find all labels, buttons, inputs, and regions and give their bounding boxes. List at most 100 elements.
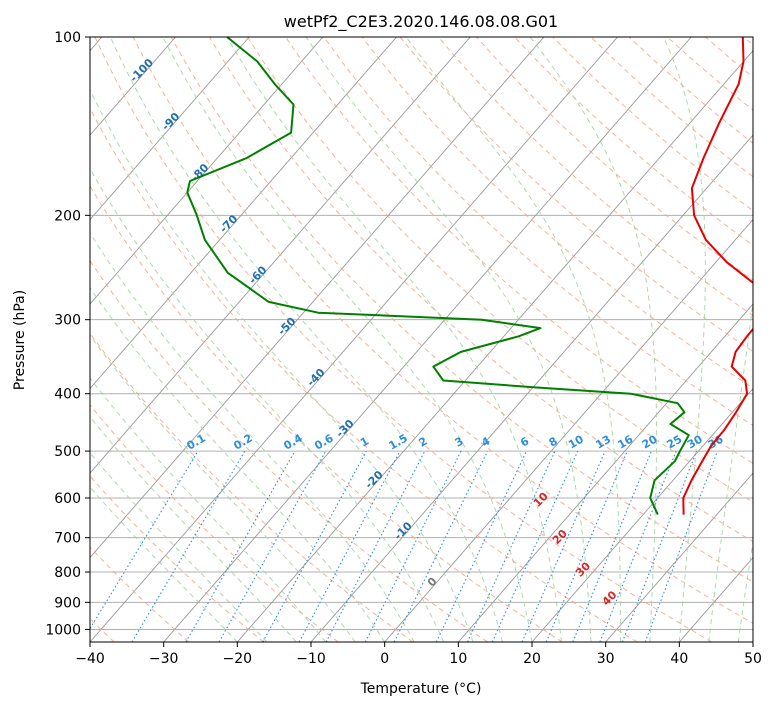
mixing-ratio-label: 6 bbox=[518, 434, 531, 449]
mixing-ratio-label: 3 bbox=[453, 435, 466, 450]
isotherm-label: -50 bbox=[275, 314, 298, 337]
y-tick-label: 900 bbox=[54, 595, 81, 611]
x-tick-label: 40 bbox=[670, 651, 688, 667]
moist-adiabat-line bbox=[663, 37, 706, 642]
moist-adiabat-line bbox=[90, 452, 268, 642]
dry-adiabat-line bbox=[90, 332, 414, 642]
x-tick-label: 50 bbox=[744, 651, 762, 667]
isotherm-line bbox=[310, 134, 753, 642]
dry-adiabat-line bbox=[94, 37, 712, 642]
moist-adiabat-label: 40 bbox=[600, 588, 620, 608]
mixing-ratio-label: 10 bbox=[566, 432, 586, 451]
isotherm-label: -100 bbox=[127, 56, 156, 85]
moist-adiabat-line bbox=[305, 37, 592, 642]
x-tick-label: 20 bbox=[523, 651, 541, 667]
mixing-ratio-line bbox=[185, 450, 296, 642]
isotherm-line bbox=[605, 472, 753, 642]
mixing-ratio-label: 1 bbox=[358, 435, 371, 450]
series-group bbox=[186, 37, 753, 516]
dry-adiabat-line bbox=[90, 259, 488, 642]
moist-adiabat-line bbox=[90, 486, 238, 642]
moist-adiabat-label: 30 bbox=[573, 559, 593, 579]
y-tick-label: 700 bbox=[54, 531, 81, 547]
mixing-ratio-line bbox=[467, 450, 556, 642]
dry-adiabat-line bbox=[208, 37, 753, 543]
y-tick-label: 300 bbox=[54, 313, 81, 329]
x-tick-label: 0 bbox=[380, 651, 389, 667]
isotherm-line bbox=[90, 37, 471, 474]
x-tick-label: −10 bbox=[296, 651, 326, 667]
dry-adiabat-line bbox=[90, 546, 190, 642]
chart-title: wetPf2_C2E3.2020.146.08.08.G01 bbox=[284, 12, 558, 32]
x-tick-label: −20 bbox=[223, 651, 253, 667]
dry-adiabat-line bbox=[247, 37, 753, 503]
mixing-ratio-label: 16 bbox=[616, 432, 636, 451]
temperature-line bbox=[682, 37, 753, 515]
dry-adiabat-line bbox=[361, 37, 753, 389]
mixing-ratio-line bbox=[90, 450, 199, 630]
mixing-ratio-label: 1.5 bbox=[387, 432, 410, 453]
dry-adiabat-line bbox=[666, 37, 753, 111]
mixing-ratio-line bbox=[491, 450, 579, 642]
isotherm-line bbox=[90, 37, 545, 559]
isotherm-label: -20 bbox=[362, 468, 385, 491]
mixing-ratio-line bbox=[393, 450, 489, 642]
dry-adiabat-line bbox=[90, 185, 563, 642]
isoline-labels: 0.1 0.2 0.4 0.6 1 1.5 2 3 4 6 8 10 13 16 20 25 30 36-100-… bbox=[127, 56, 725, 608]
moist-adiabat-line bbox=[529, 37, 658, 642]
mixing-ratio-label: 0.1 bbox=[185, 432, 208, 453]
dry-adiabat-line bbox=[590, 37, 753, 178]
moist-adiabat-line bbox=[90, 167, 445, 642]
dry-adiabat-line bbox=[90, 107, 638, 642]
dry-adiabat-line bbox=[90, 404, 339, 642]
isotherm-label: -90 bbox=[159, 110, 182, 133]
x-tick-label: 30 bbox=[597, 651, 615, 667]
y-axis-title: Pressure (hPa) bbox=[12, 290, 28, 390]
x-tick-label: −40 bbox=[75, 651, 105, 667]
isotherm-line bbox=[90, 37, 618, 642]
isotherm-label: -60 bbox=[246, 263, 269, 286]
dry-adiabat-line bbox=[170, 37, 753, 583]
plot-frame bbox=[89, 36, 754, 643]
mixing-ratio-line bbox=[435, 450, 527, 642]
x-tick-label: −30 bbox=[149, 651, 179, 667]
mixing-ratio-label: 0.6 bbox=[312, 431, 336, 452]
mixing-ratio-label: 8 bbox=[547, 435, 560, 450]
dry-adiabat-line bbox=[285, 37, 753, 465]
moist-adiabat-line bbox=[405, 37, 621, 642]
mixing-ratio-line bbox=[218, 450, 327, 642]
y-tick-label: 500 bbox=[54, 444, 81, 460]
moist-adiabat-line bbox=[226, 37, 562, 642]
mixing-ratio-line bbox=[621, 450, 698, 642]
isotherm-line bbox=[752, 641, 753, 642]
background-lines bbox=[90, 37, 753, 642]
isotherm-line bbox=[90, 37, 324, 305]
x-tick-label: 10 bbox=[449, 651, 467, 667]
moist-adiabat-line bbox=[90, 286, 386, 642]
isotherm-line bbox=[531, 387, 753, 642]
isotherm-line bbox=[90, 37, 397, 390]
mixing-ratio-label: 0.4 bbox=[281, 431, 305, 452]
dry-adiabat-line bbox=[132, 37, 753, 624]
mixing-ratio-line bbox=[131, 450, 246, 642]
isotherm-line bbox=[678, 556, 753, 642]
isotherm-label: -10 bbox=[392, 519, 415, 542]
dry-adiabat-line bbox=[399, 37, 753, 353]
isotherm-line bbox=[384, 218, 753, 642]
mixing-ratio-line bbox=[572, 450, 652, 642]
moist-adiabat-line bbox=[90, 377, 327, 642]
dry-adiabat-line bbox=[705, 37, 753, 78]
moist-adiabat-line bbox=[162, 37, 533, 642]
mixing-ratio-label: 2 bbox=[416, 435, 429, 450]
dry-adiabat-line bbox=[552, 37, 753, 212]
moist-adiabat-line bbox=[90, 232, 415, 642]
y-tick-label: 1000 bbox=[45, 622, 81, 638]
y-tick-label: 200 bbox=[54, 208, 81, 224]
y-tick-label: 600 bbox=[54, 491, 81, 507]
moist-adiabat-line bbox=[90, 88, 474, 642]
x-axis: −40 −30 −20 −10 0 10 20 30 40 50 bbox=[75, 642, 762, 667]
dry-adiabat-line bbox=[743, 37, 753, 46]
mixing-ratio-line bbox=[521, 450, 606, 642]
moist-adiabat-label: 20 bbox=[550, 527, 570, 547]
isotherm-label: -30 bbox=[333, 417, 356, 440]
